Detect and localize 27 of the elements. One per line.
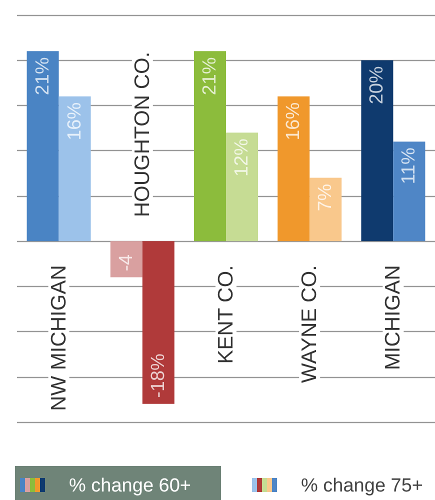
data-label: 21%: [32, 57, 54, 96]
bar: [310, 178, 342, 242]
bar: [226, 132, 258, 242]
data-label: 11%: [398, 148, 420, 184]
legend-label: % change 60+: [68, 476, 192, 496]
x-tick-label: WAYNE CO.: [298, 265, 322, 383]
data-label: 21%: [200, 57, 220, 96]
data-label: -4: [116, 254, 137, 272]
data-label: 12%: [232, 138, 252, 177]
bar: [110, 241, 142, 278]
x-tick-label: MICHIGAN: [382, 265, 405, 370]
data-label: 20%: [366, 66, 388, 104]
bar: [142, 241, 174, 404]
bar: [278, 96, 310, 242]
x-tick-label: NW MICHIGAN: [47, 265, 70, 411]
bar: [194, 51, 226, 242]
data-label: 16%: [64, 102, 86, 140]
bar: [393, 142, 426, 242]
data-label: -18%: [148, 353, 169, 398]
bar: [58, 96, 91, 242]
bar: [26, 51, 59, 242]
data-label: 7%: [315, 184, 336, 212]
x-tick-label: HOUGHTON CO.: [130, 52, 154, 218]
x-tick-label: KENT CO.: [214, 265, 238, 364]
data-label: 16%: [283, 102, 304, 140]
bar: [361, 60, 394, 242]
legend-label: % change 75+: [300, 476, 424, 496]
